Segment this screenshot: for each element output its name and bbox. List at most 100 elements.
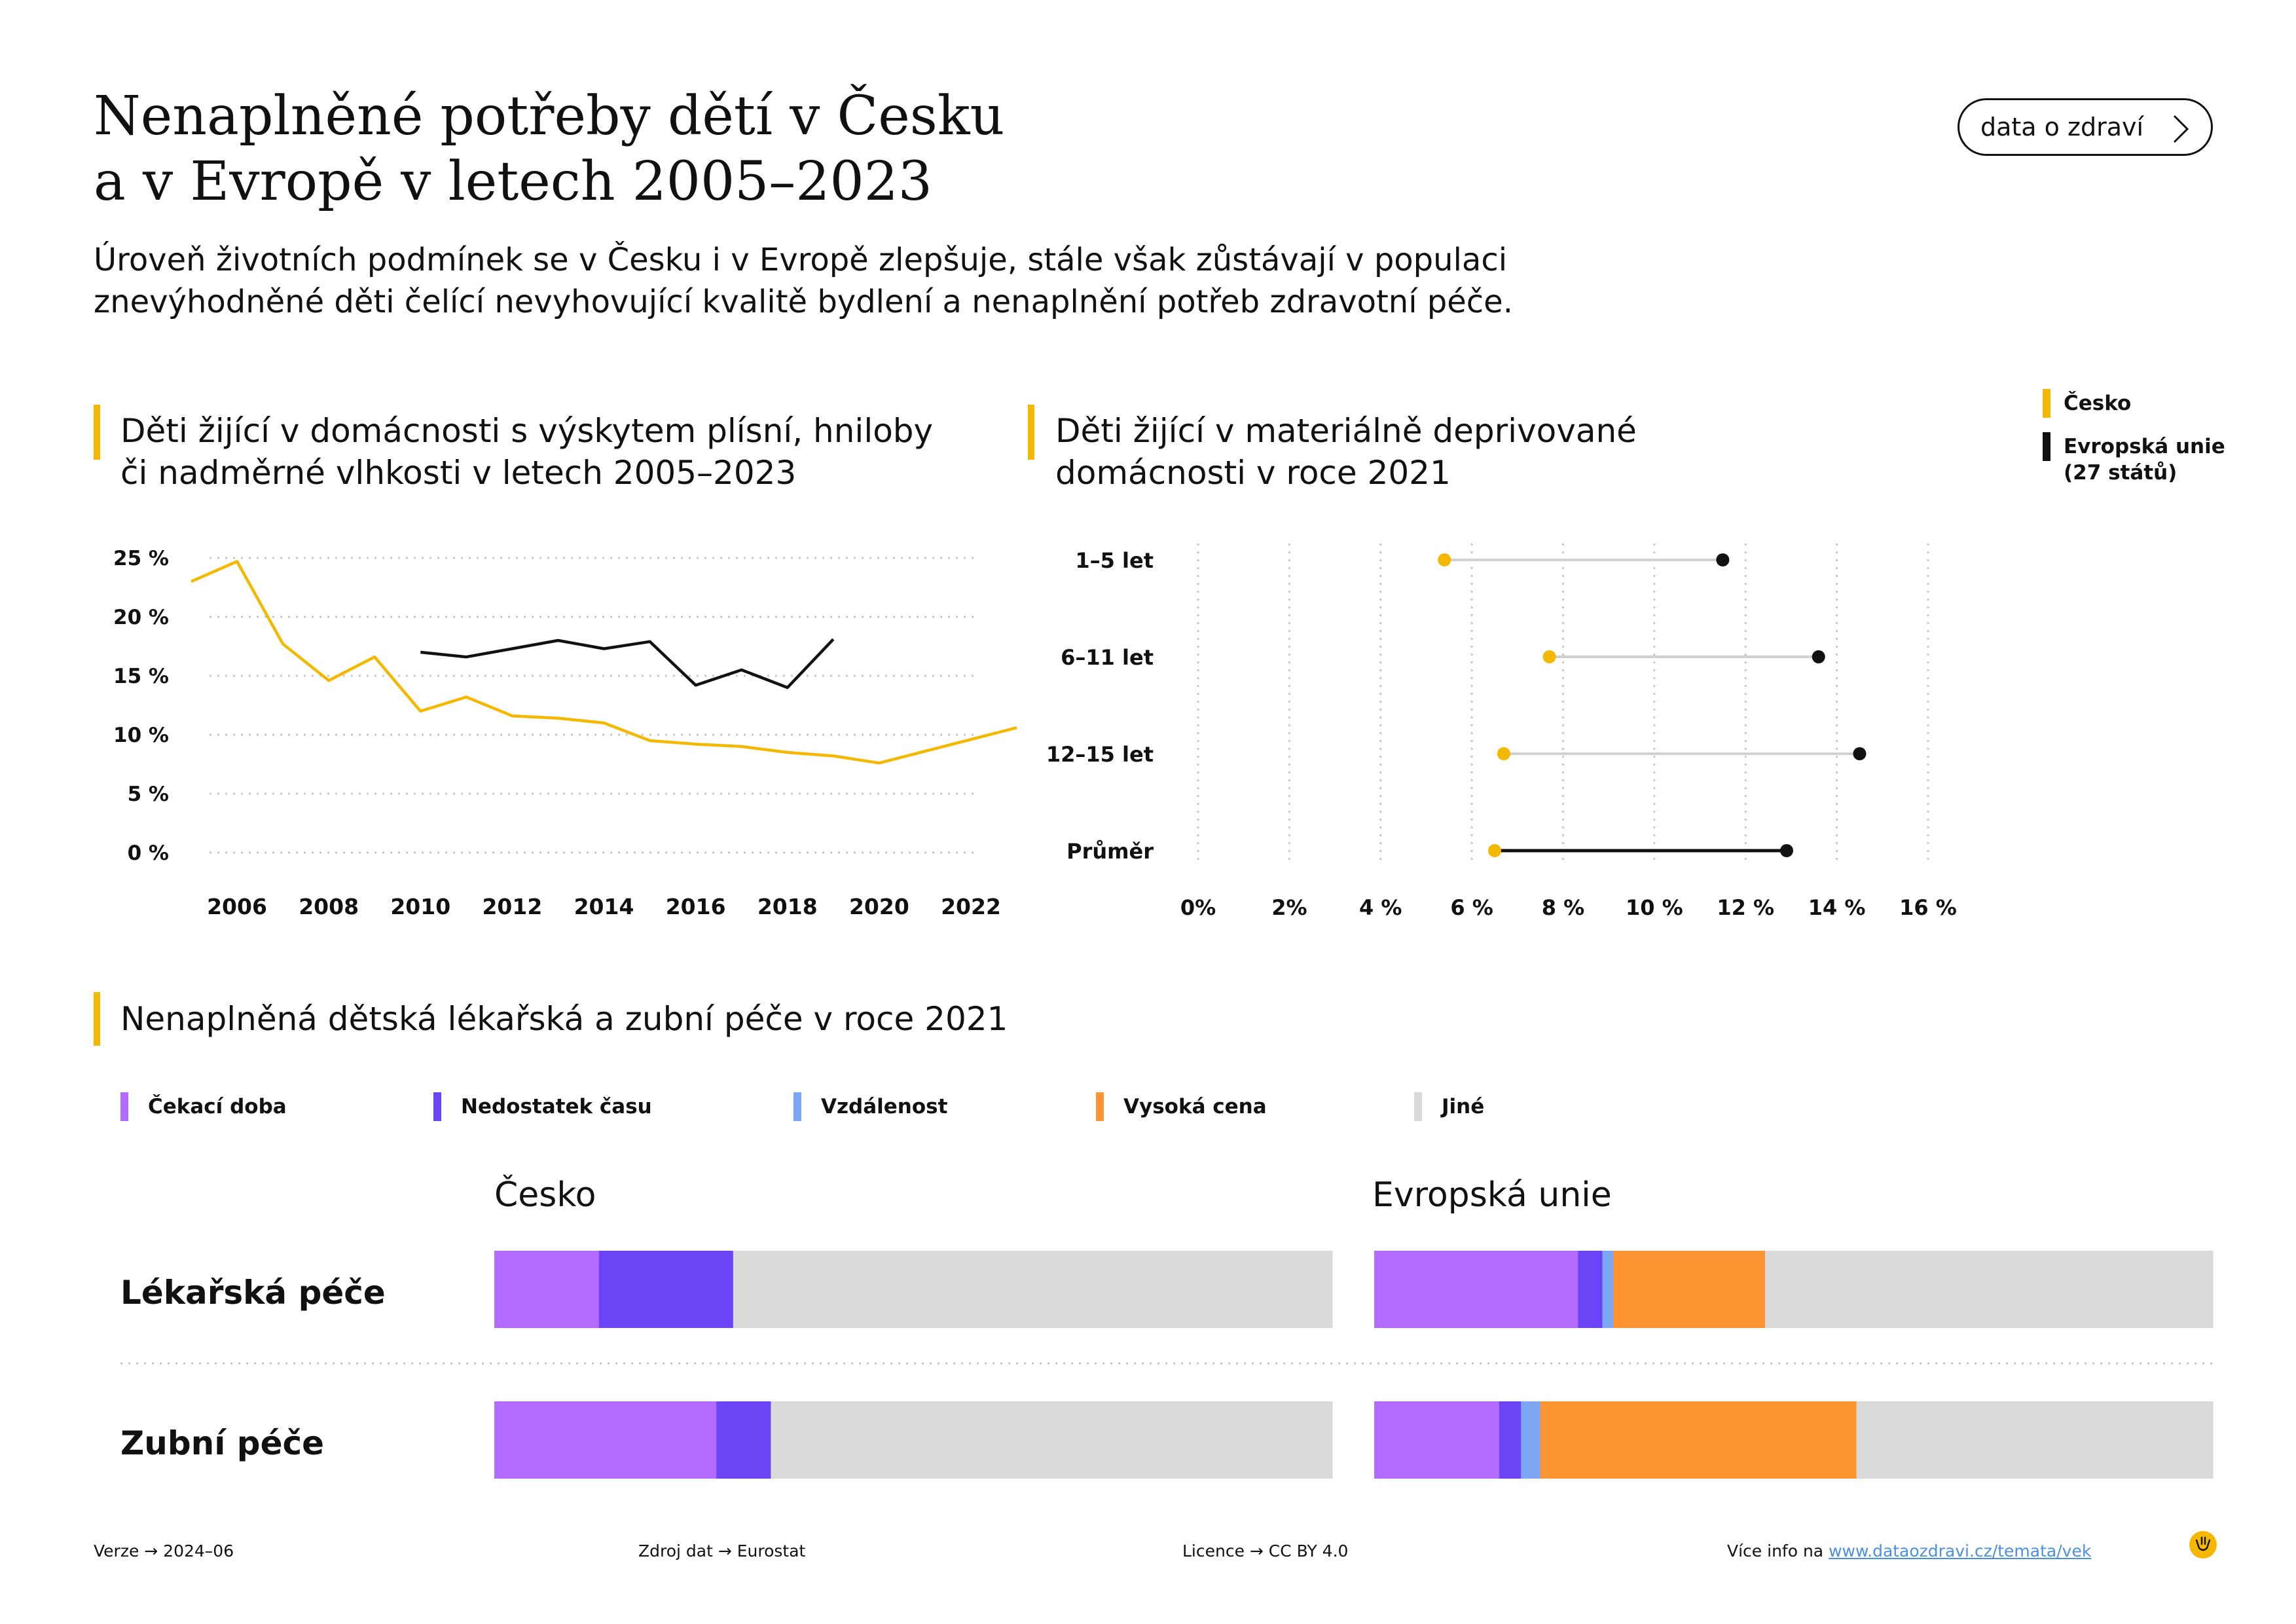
stack-segment [1521, 1401, 1541, 1479]
x-tick-label: 16 % [1899, 895, 1957, 920]
dot-eu [1853, 747, 1867, 760]
stack-legend-swatch [120, 1092, 128, 1121]
stack-legend-swatch [1096, 1092, 1104, 1121]
stack-segment [1602, 1251, 1614, 1328]
data-o-zdravi-button-label: data o zdraví [1980, 113, 2144, 141]
stack-legend-label: Nedostatek času [461, 1095, 652, 1118]
stack-legend-label: Jiné [1442, 1095, 1485, 1118]
smiley-logo-icon [2189, 1531, 2217, 1559]
footer-version: Verze → 2024–06 [94, 1541, 234, 1560]
footer-more-info: Více info na www.dataozdravi.cz/temata/v… [1727, 1541, 2091, 1560]
line-chart: 0 % 5 % 10 % 15 % 20 % 25 % 2006 2008 2010 2012 20… [113, 547, 1017, 919]
page-subtitle-line1: Úroveň životních podmínek se v Česku i v… [94, 242, 1508, 278]
footer-link[interactable]: www.dataozdravi.cz/temata/vek [1829, 1541, 2092, 1560]
page-title-line1: Nenaplněné potřeby dětí v Česku [94, 85, 1005, 147]
footer-license: Licence → CC BY 4.0 [1182, 1541, 1349, 1560]
stack-legend-label: Vzdálenost [821, 1095, 948, 1118]
x-tick-label: 12 % [1717, 895, 1774, 920]
stack-segment [1540, 1401, 1857, 1479]
page-title: Nenaplněné potřeby dětí v Česku a v Evro… [94, 84, 1004, 215]
stack-legend-swatch [1414, 1092, 1422, 1121]
x-tick-label: 2008 [299, 894, 359, 919]
x-tick-label: 10 % [1626, 895, 1683, 920]
stack-segment [494, 1251, 600, 1328]
stack-segment [771, 1401, 1333, 1479]
stack-segment [1374, 1251, 1578, 1328]
x-tick-label: 2% [1271, 895, 1307, 920]
dot-eu [1812, 650, 1825, 663]
x-tick-label: 2022 [941, 894, 1001, 919]
y-tick-label: 5 % [128, 783, 169, 806]
x-tick-label: 6 % [1450, 895, 1493, 920]
category-label: 1–5 let [1075, 548, 1154, 573]
x-tick-label: 0% [1180, 895, 1216, 920]
legend-eu-swatch [2043, 432, 2050, 461]
x-tick-label: 2012 [482, 894, 542, 919]
stack-segment [599, 1251, 734, 1328]
dot-cz [1497, 747, 1510, 760]
y-tick-label: 15 % [113, 665, 169, 688]
stack-segment [733, 1251, 1333, 1328]
stack-segment [494, 1401, 717, 1479]
category-label: 12–15 let [1046, 742, 1154, 767]
legend-cz-swatch [2043, 389, 2050, 418]
stack-segment [1764, 1251, 2214, 1328]
line-chart-title-line1: Děti žijící v domácnosti s výskytem plís… [120, 412, 934, 450]
x-tick-label: 8 % [1542, 895, 1584, 920]
stack-legend-label: Vysoká cena [1123, 1095, 1267, 1118]
legend-eu-label-line2: (27 států) [2064, 461, 2178, 485]
stack-segment [1856, 1401, 2214, 1479]
stacked-bar-chart [120, 1251, 2214, 1479]
line-chart-title: Děti žijící v domácnosti s výskytem plís… [120, 410, 933, 494]
section1-accent-bar [94, 405, 100, 460]
footer-more-prefix: Více info na [1727, 1541, 1829, 1560]
y-tick-label: 10 % [113, 724, 169, 747]
section2-accent-bar [1028, 405, 1034, 460]
footer-source: Zdroj dat → Eurostat [638, 1541, 806, 1560]
dumbbell-chart-title: Děti žijící v materiálně deprivované dom… [1055, 410, 1637, 494]
stack-segment [1499, 1401, 1522, 1479]
group-title-eu: Evropská unie [1372, 1175, 1612, 1215]
stack-legend-swatch [433, 1092, 441, 1121]
stack-segment [1578, 1251, 1603, 1328]
x-tick-label: 4 % [1359, 895, 1402, 920]
dot-eu [1716, 553, 1730, 566]
dot-cz [1487, 844, 1501, 857]
stack-segment [716, 1401, 771, 1479]
dumbbell-chart-title-line2: domácnosti v roce 2021 [1055, 454, 1451, 492]
section3-accent-bar [94, 992, 100, 1046]
dumbbell-chart: 0% 2% 4 % 6 % 8 % 10 % 12 % 14 % 16 % 1–5 let 6–11… [1046, 544, 1957, 920]
x-tick-label: 2020 [849, 894, 909, 919]
dot-cz [1542, 650, 1556, 663]
page-title-line2: a v Evropě v letech 2005–2023 [94, 151, 932, 213]
data-o-zdravi-button[interactable]: data o zdraví [1958, 98, 2213, 156]
series-line-eu [420, 638, 835, 690]
y-tick-label: 0 % [128, 841, 169, 865]
x-tick-label: 2006 [207, 894, 267, 919]
x-tick-label: 2010 [390, 894, 450, 919]
x-tick-label: 2014 [574, 894, 634, 919]
x-tick-label: 2016 [666, 894, 726, 919]
category-label: 6–11 let [1061, 645, 1154, 670]
page-subtitle-line2: znevýhodněné děti čelící nevyhovující kv… [94, 284, 1513, 320]
dot-cz [1438, 553, 1451, 566]
y-tick-label: 20 % [113, 606, 169, 629]
dumbbell-chart-title-line1: Děti žijící v materiálně deprivované [1055, 412, 1637, 450]
line-chart-title-line2: či nadměrné vlhkosti v letech 2005–2023 [120, 454, 797, 492]
legend-eu-label: Evropská unie (27 států) [2064, 434, 2225, 486]
stack-legend-swatch [793, 1092, 801, 1121]
chevron-right-icon [2173, 115, 2189, 143]
dot-eu [1779, 844, 1793, 857]
y-tick-label: 25 % [113, 547, 169, 570]
row-label-dental: Zubní péče [120, 1424, 325, 1462]
stack-legend-label: Čekací doba [148, 1095, 287, 1118]
page-subtitle: Úroveň životních podmínek se v Česku i v… [94, 239, 1513, 323]
x-tick-label: 2018 [757, 894, 818, 919]
group-title-cz: Česko [494, 1175, 596, 1215]
legend-cz-label: Česko [2064, 392, 2132, 415]
stacked-chart-title: Nenaplněná dětská lékařská a zubní péče … [120, 1000, 1008, 1038]
x-tick-label: 14 % [1808, 895, 1866, 920]
legend-eu-label-line1: Evropská unie [2064, 435, 2225, 458]
series-line-cz [191, 560, 1017, 765]
row-label-medical: Lékařská péče [120, 1274, 386, 1312]
